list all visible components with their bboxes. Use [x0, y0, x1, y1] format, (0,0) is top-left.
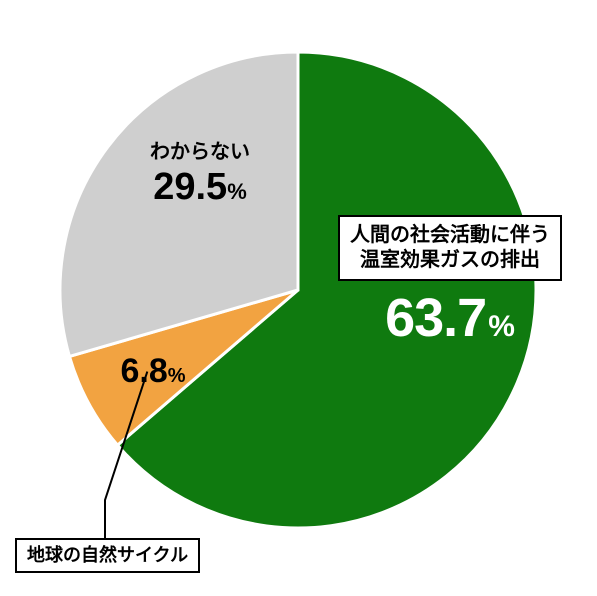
slice-2-pct: 6.8	[120, 352, 167, 390]
slice-label-green: 人間の社会活動に伴う 温室効果ガスの排出 63.7%	[330, 215, 570, 349]
slice-3-pct: 29.5	[153, 166, 227, 208]
slice-label-orange-pct: 6.8%	[103, 352, 203, 391]
slice-2-label: 地球の自然サイクル	[27, 545, 188, 565]
pie-chart: 人間の社会活動に伴う 温室効果ガスの排出 63.7% わからない 29.5% 6…	[0, 0, 597, 596]
slice-label-gray: わからない 29.5%	[110, 135, 290, 209]
slice-2-callout-box: 地球の自然サイクル	[15, 538, 200, 573]
slice-3-pct-sign: %	[227, 179, 247, 204]
slice-1-label-line2: 温室効果ガスの排出	[350, 248, 550, 273]
slice-1-pct-sign: %	[488, 310, 515, 343]
slice-2-pct-sign: %	[168, 365, 186, 387]
slice-1-label-line1: 人間の社会活動に伴う	[350, 223, 550, 248]
slice-1-pct: 63.7	[385, 288, 486, 348]
slice-3-label: わからない	[150, 141, 250, 163]
